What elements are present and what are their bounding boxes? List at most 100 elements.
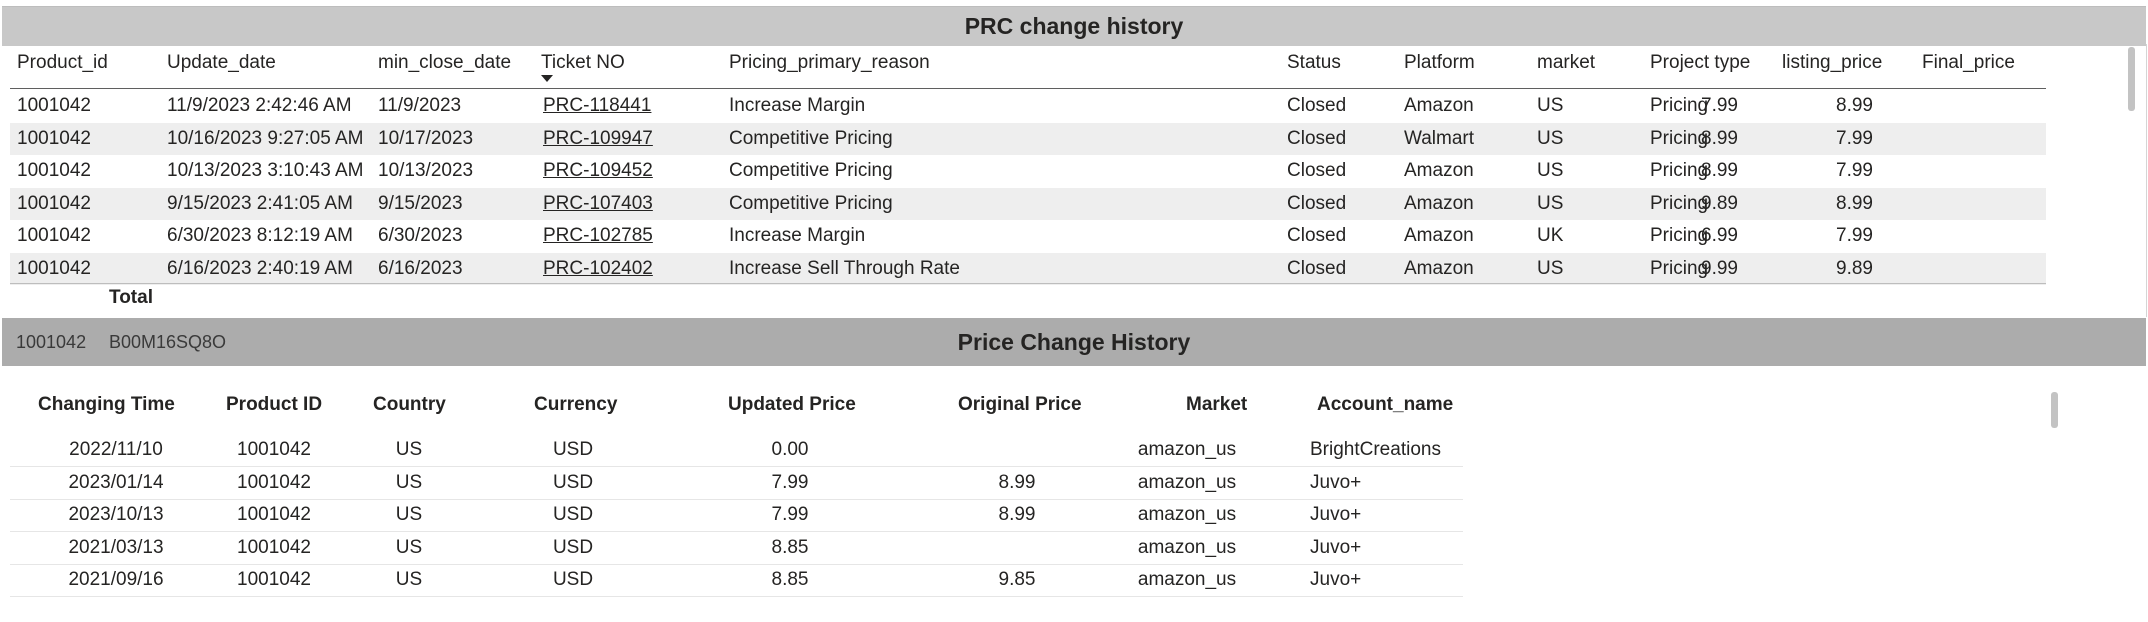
col-header-platform[interactable]: Platform: [1404, 52, 1475, 73]
col-header-original-price[interactable]: Original Price: [958, 394, 1082, 415]
table-row[interactable]: 2023/01/14 1001042 US USD 7.99 8.99 amazon_us J…: [10, 467, 1463, 500]
cell-reason: Competitive Pricing: [729, 160, 893, 182]
cell-final-price: 8.99: [1836, 95, 1873, 116]
col-header-market[interactable]: Market: [1186, 394, 1248, 415]
cell-product-id: 1001042: [17, 258, 91, 279]
col-header-reason[interactable]: Pricing_primary_reason: [729, 52, 930, 73]
cell-project-type: Pricing: [1650, 258, 1709, 279]
cell-platform: Amazon: [1404, 258, 1474, 279]
table-divider: [10, 283, 2046, 284]
col-header-product-id[interactable]: Product ID: [226, 394, 323, 415]
table-row[interactable]: 2021/09/16 1001042 US USD 8.85 9.85 amazon_us J…: [10, 564, 1463, 598]
table-row[interactable]: 1001042 6/16/2023 2:40:19 AM 6/16/2023 PRC-…: [10, 253, 2046, 285]
cell-status: Closed: [1287, 127, 1347, 149]
cell-original-price: 9.85: [998, 569, 1036, 591]
table-row[interactable]: 1001042 9/15/2023 2:41:05 AM 9/15/2023 PRC-…: [10, 187, 2046, 220]
cell-original-price: 8.99: [998, 504, 1036, 526]
cell-currency: USD: [552, 439, 594, 460]
cell-changing-time: 2021/09/16: [68, 569, 164, 591]
prc-scrollbar-thumb[interactable]: [2128, 47, 2135, 111]
cell-listing-price: 9.89: [1701, 192, 1738, 214]
cell-changing-time: 2021/03/13: [68, 536, 164, 558]
cell-update-date: 6/30/2023 8:12:19 AM: [167, 225, 353, 247]
total-label: Total: [109, 287, 153, 308]
ticket-link[interactable]: PRC-109452: [543, 160, 653, 182]
table-row[interactable]: 2021/03/13 1001042 US USD 8.85 amazon_us Juvo+: [10, 532, 1463, 565]
cell-market: amazon_us: [1137, 439, 1237, 460]
sort-descending-icon[interactable]: [541, 75, 553, 82]
cell-listing-price: 8.99: [1701, 160, 1738, 182]
table-row[interactable]: 2023/10/13 1001042 US USD 7.99 8.99 amazon_us J…: [10, 499, 1463, 533]
col-header-market[interactable]: market: [1537, 52, 1596, 73]
col-header-product-id[interactable]: Product_id: [17, 52, 108, 73]
cell-currency: USD: [552, 471, 594, 493]
prc-change-history-panel: PRC change history Product_id Update_dat…: [2, 6, 2147, 317]
cell-listing-price: 7.99: [1701, 95, 1738, 116]
ticket-link[interactable]: PRC-102402: [543, 258, 653, 279]
cell-reason: Increase Margin: [729, 95, 866, 116]
cell-status: Closed: [1287, 95, 1347, 116]
cell-market: amazon_us: [1137, 471, 1237, 493]
cell-country: US: [395, 504, 423, 526]
cell-update-date: 9/15/2023 2:41:05 AM: [167, 192, 353, 214]
cell-account-name: Juvo+: [1310, 536, 1362, 558]
cell-status: Closed: [1287, 160, 1347, 182]
col-header-project-type[interactable]: Project type: [1650, 52, 1751, 73]
cell-reason: Competitive Pricing: [729, 127, 893, 149]
cell-changing-time: 2022/11/10: [69, 439, 163, 460]
cell-market: amazon_us: [1137, 504, 1237, 526]
cell-market: US: [1537, 258, 1564, 279]
cell-project-type: Pricing: [1650, 95, 1709, 116]
cell-platform: Amazon: [1404, 160, 1474, 182]
col-header-changing-time[interactable]: Changing Time: [38, 394, 175, 415]
cell-market: amazon_us: [1137, 569, 1237, 591]
col-header-updated-price[interactable]: Updated Price: [728, 394, 856, 415]
price-history-title-bar: [2, 318, 2146, 366]
ticket-link[interactable]: PRC-102785: [543, 225, 653, 247]
cell-project-type: Pricing: [1650, 192, 1709, 214]
cell-country: US: [395, 569, 423, 591]
cell-currency: USD: [552, 569, 594, 591]
cell-changing-time: 2023/10/13: [68, 504, 164, 526]
cell-account-name: Juvo+: [1310, 504, 1362, 526]
price-history-scrollbar-thumb[interactable]: [2051, 392, 2058, 428]
col-header-status[interactable]: Status: [1287, 52, 1341, 73]
col-header-final-price[interactable]: Final_price: [1922, 52, 2015, 73]
cell-min-close-date: 9/15/2023: [378, 192, 463, 214]
cell-reason: Increase Margin: [729, 225, 866, 247]
col-header-min-close-date[interactable]: min_close_date: [378, 52, 512, 73]
table-row[interactable]: 1001042 10/16/2023 9:27:05 AM 10/17/2023 PR…: [10, 122, 2046, 155]
cell-min-close-date: 10/13/2023: [378, 160, 474, 182]
table-row[interactable]: 1001042 10/13/2023 3:10:43 AM 10/13/2023 PR…: [10, 155, 2046, 187]
cell-platform: Amazon: [1404, 225, 1474, 247]
cell-updated-price: 8.85: [771, 569, 809, 591]
selected-product-id: 1001042: [16, 332, 87, 352]
cell-product-id: 1001042: [237, 471, 311, 493]
cell-product-id: 1001042: [17, 192, 91, 214]
col-header-account-name[interactable]: Account_name: [1317, 394, 1454, 415]
col-header-listing-price[interactable]: listing_price: [1782, 52, 1883, 73]
col-header-ticket-no[interactable]: Ticket NO: [541, 52, 625, 73]
cell-platform: Amazon: [1404, 192, 1474, 214]
cell-reason: Increase Sell Through Rate: [729, 258, 960, 279]
table-row[interactable]: 1001042 6/30/2023 8:12:19 AM 6/30/2023 PRC-…: [10, 220, 2046, 252]
cell-listing-price: 9.99: [1701, 258, 1738, 279]
cell-country: US: [395, 471, 423, 493]
cell-product-id: 1001042: [237, 439, 311, 460]
cell-final-price: 9.89: [1836, 258, 1873, 279]
cell-product-id: 1001042: [237, 569, 311, 591]
cell-currency: USD: [552, 536, 594, 558]
table-row[interactable]: 2022/11/10 1001042 US USD 0.00 amazon_us Brigh…: [10, 434, 1463, 467]
header-divider: [10, 88, 2046, 89]
cell-project-type: Pricing: [1650, 160, 1709, 182]
cell-country: US: [395, 439, 423, 460]
ticket-link[interactable]: PRC-118441: [543, 95, 652, 116]
col-header-country[interactable]: Country: [373, 394, 446, 415]
ticket-link[interactable]: PRC-109947: [543, 127, 653, 149]
col-header-update-date[interactable]: Update_date: [167, 52, 276, 73]
ticket-link[interactable]: PRC-107403: [543, 192, 653, 214]
cell-account-name: BrightCreations: [1310, 439, 1441, 460]
table-row[interactable]: 1001042 11/9/2023 2:42:46 AM 11/9/2023 PRC-…: [10, 90, 2046, 122]
col-header-currency[interactable]: Currency: [534, 394, 618, 415]
cell-status: Closed: [1287, 225, 1347, 247]
